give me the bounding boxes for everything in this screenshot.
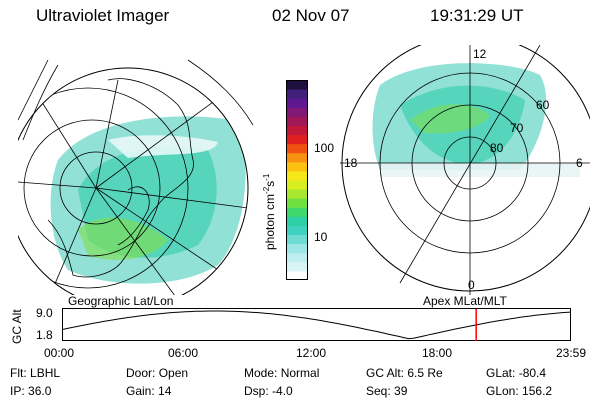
colorbar-swatch bbox=[286, 98, 308, 108]
colorbar-swatch bbox=[286, 216, 308, 226]
colorbar-swatch bbox=[286, 225, 308, 236]
geographic-map bbox=[18, 59, 254, 295]
info-ip: IP: 36.0 bbox=[10, 384, 51, 398]
info-dsp: Dsp: -4.0 bbox=[244, 384, 293, 398]
info-glat: GLat: -80.4 bbox=[486, 366, 546, 380]
door-value: Open bbox=[158, 366, 189, 380]
apex-label: Apex MLat/MLT bbox=[423, 294, 507, 308]
colorbar bbox=[286, 80, 308, 281]
colorbar-tick-10: 10 bbox=[314, 230, 328, 244]
colorbar-swatch bbox=[286, 80, 308, 90]
image-time: 19:31:29 UT bbox=[430, 6, 524, 25]
mlat-label-80: 80 bbox=[490, 141, 504, 155]
timeline-ylabel: GC Alt bbox=[10, 309, 24, 344]
colorbar-swatch bbox=[286, 243, 308, 254]
gain-value: 14 bbox=[158, 384, 172, 398]
gcalt-value: 6.5 Re bbox=[407, 366, 443, 380]
colorbar-swatch bbox=[286, 252, 308, 263]
gcalt-label: GC Alt: bbox=[366, 366, 405, 380]
info-glon: GLon: 156.2 bbox=[486, 384, 552, 398]
colorbar-swatch bbox=[286, 143, 308, 154]
info-flt: Flt: LBHL bbox=[10, 366, 60, 380]
dsp-value: -4.0 bbox=[272, 384, 293, 398]
colorbar-swatch bbox=[286, 116, 308, 126]
timeline-tick-0000: 00:00 bbox=[44, 346, 75, 360]
mlt-label-18: 18 bbox=[344, 156, 358, 170]
colorbar-swatch bbox=[286, 125, 308, 136]
colorbar-swatch bbox=[286, 170, 308, 181]
timeline-y-bottom: 1.8 bbox=[36, 328, 53, 342]
geographic-label: Geographic Lat/Lon bbox=[68, 294, 174, 308]
flt-value: LBHL bbox=[30, 366, 61, 380]
glat-value: -80.4 bbox=[518, 366, 547, 380]
mlat-label-60: 60 bbox=[536, 98, 550, 112]
glat-label: GLat: bbox=[486, 366, 516, 380]
info-mode: Mode: Normal bbox=[244, 366, 319, 380]
colorbar-swatch bbox=[286, 207, 308, 217]
colorbar-gradient bbox=[286, 80, 308, 281]
gain-label: Gain: bbox=[126, 384, 155, 398]
glon-value: 156.2 bbox=[522, 384, 553, 398]
mlat-label-70: 70 bbox=[510, 121, 524, 135]
altitude-timeline bbox=[62, 308, 572, 341]
colorbar-label-exp2: -1 bbox=[262, 173, 271, 181]
colorbar-label-unit: photon cm bbox=[263, 193, 277, 250]
image-date: 02 Nov 07 bbox=[272, 6, 350, 25]
colorbar-swatch bbox=[286, 198, 308, 208]
ip-label: IP: bbox=[10, 384, 25, 398]
timeline-tick-0600: 06:00 bbox=[168, 346, 199, 360]
ip-value: 36.0 bbox=[28, 384, 52, 398]
dsp-label: Dsp: bbox=[244, 384, 269, 398]
timeline-tick-2359: 23:59 bbox=[556, 346, 587, 360]
colorbar-swatch bbox=[286, 261, 308, 272]
imager-title: Ultraviolet Imager bbox=[36, 6, 170, 25]
colorbar-swatch bbox=[286, 270, 308, 281]
colorbar-swatch bbox=[286, 189, 308, 199]
colorbar-swatch bbox=[286, 152, 308, 163]
seq-label: Seq: bbox=[366, 384, 391, 398]
info-seq: Seq: 39 bbox=[366, 384, 407, 398]
colorbar-label-exp1: -2 bbox=[262, 186, 271, 194]
colorbar-label: photon cm-2s-1 bbox=[262, 174, 277, 250]
seq-value: 39 bbox=[394, 384, 408, 398]
colorbar-border bbox=[286, 80, 308, 280]
colorbar-label-s: s bbox=[263, 180, 277, 187]
mode-label: Mode: bbox=[244, 366, 278, 380]
mlat-mlt-plot: 12 18 6 0 60 70 80 bbox=[340, 45, 590, 295]
colorbar-swatch bbox=[286, 161, 308, 172]
mlt-label-12: 12 bbox=[473, 47, 487, 61]
colorbar-swatch bbox=[286, 180, 308, 190]
timeline-y-top: 9.0 bbox=[36, 306, 53, 320]
info-gain: Gain: 14 bbox=[126, 384, 171, 398]
door-label: Door: bbox=[126, 366, 156, 380]
colorbar-swatch bbox=[286, 234, 308, 245]
colorbar-swatch bbox=[286, 134, 308, 145]
colorbar-swatch bbox=[286, 89, 308, 99]
mlt-label-0: 0 bbox=[468, 278, 475, 292]
orbit-altitude-curve bbox=[62, 310, 572, 340]
mlt-label-6: 6 bbox=[576, 156, 583, 170]
colorbar-tick-100: 100 bbox=[314, 141, 335, 155]
timeline-tick-1200: 12:00 bbox=[296, 346, 327, 360]
info-door: Door: Open bbox=[126, 366, 188, 380]
mode-value: Normal bbox=[280, 366, 320, 380]
timeline-tick-1800: 18:00 bbox=[422, 346, 453, 360]
info-gcalt: GC Alt: 6.5 Re bbox=[366, 366, 443, 380]
flt-label: Flt: bbox=[10, 366, 27, 380]
colorbar-swatch bbox=[286, 107, 308, 117]
glon-label: GLon: bbox=[486, 384, 519, 398]
